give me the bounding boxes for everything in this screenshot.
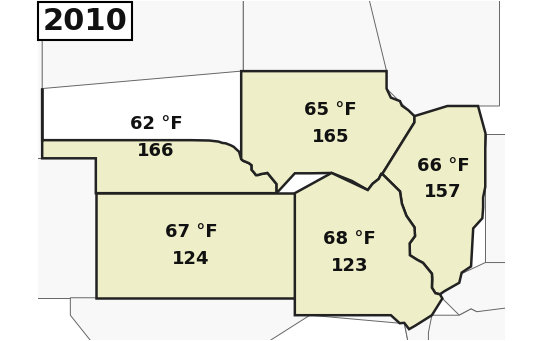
- Polygon shape: [0, 158, 96, 298]
- Text: 157: 157: [425, 183, 462, 202]
- Text: 124: 124: [172, 250, 210, 268]
- Polygon shape: [243, 0, 432, 71]
- Polygon shape: [382, 106, 485, 294]
- Polygon shape: [295, 315, 432, 341]
- Text: 62 °F: 62 °F: [130, 115, 182, 133]
- Polygon shape: [42, 0, 243, 89]
- Polygon shape: [0, 19, 42, 158]
- Polygon shape: [295, 173, 443, 329]
- Text: 123: 123: [331, 257, 368, 275]
- Text: 68 °F: 68 °F: [323, 230, 376, 248]
- Text: 66 °F: 66 °F: [417, 157, 470, 175]
- Text: 65 °F: 65 °F: [304, 101, 357, 119]
- Polygon shape: [42, 89, 276, 193]
- Polygon shape: [405, 294, 543, 341]
- Polygon shape: [485, 134, 543, 263]
- Polygon shape: [365, 0, 500, 116]
- Polygon shape: [71, 298, 310, 341]
- Polygon shape: [241, 71, 414, 193]
- Text: 166: 166: [137, 142, 175, 160]
- Polygon shape: [432, 263, 543, 315]
- Text: 67 °F: 67 °F: [165, 223, 217, 241]
- Polygon shape: [96, 193, 295, 298]
- Text: 2010: 2010: [42, 6, 127, 35]
- Text: 165: 165: [312, 128, 349, 146]
